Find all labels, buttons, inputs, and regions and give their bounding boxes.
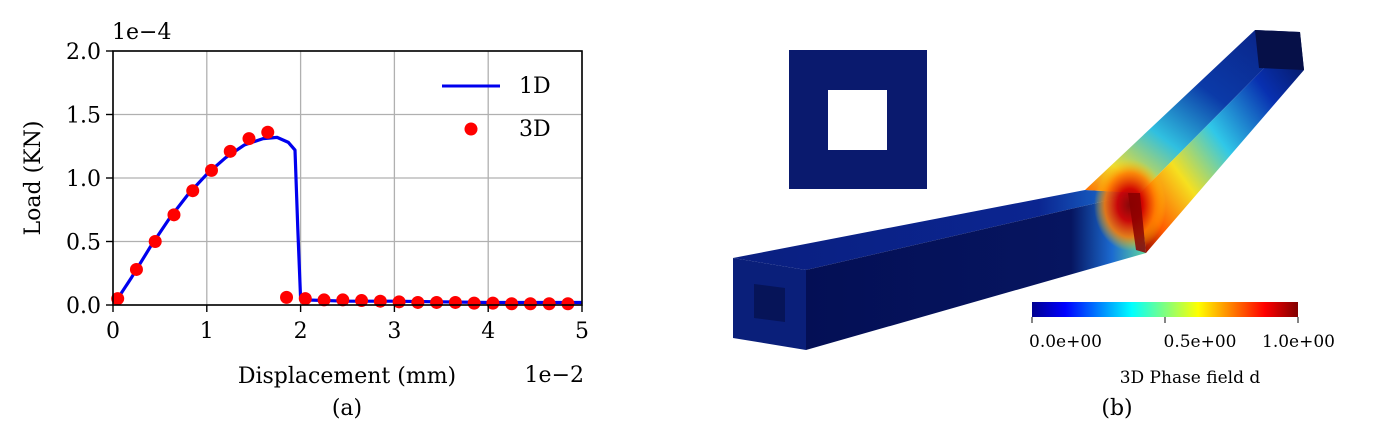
legend-3d-label: 3D bbox=[519, 117, 551, 142]
beam-end-hollow bbox=[754, 284, 785, 322]
series-3d-point bbox=[430, 295, 444, 309]
phase-field-render: 0.0e+00 0.5e+00 1.0e+00 3D Phase field d… bbox=[733, 30, 1335, 421]
colorbar-title: 3D Phase field d bbox=[1120, 368, 1261, 388]
colorbar-label-0: 0.0e+00 bbox=[1029, 332, 1102, 352]
caption-b: (b) bbox=[1101, 396, 1132, 421]
series-3d-point bbox=[486, 296, 500, 310]
series-3d-point bbox=[523, 297, 537, 311]
arm-end-face bbox=[1255, 30, 1304, 70]
beam-right-segment bbox=[1085, 30, 1304, 253]
kink-crack-band bbox=[1128, 193, 1146, 253]
cross-section-inset bbox=[789, 50, 927, 189]
y-tick-label: 0.5 bbox=[66, 231, 101, 256]
series-3d bbox=[111, 125, 575, 311]
series-3d-point bbox=[167, 208, 181, 222]
cross-section-hollow bbox=[828, 90, 887, 150]
series-3d-point bbox=[129, 262, 143, 276]
series-3d-point bbox=[242, 132, 256, 146]
beam-side-face bbox=[806, 193, 1146, 350]
series-3d-point bbox=[148, 235, 162, 248]
colorbar-label-1: 1.0e+00 bbox=[1262, 332, 1335, 352]
series-3d-point bbox=[317, 293, 331, 307]
y-axis-label: Load (KN) bbox=[21, 121, 46, 236]
legend: 1D 3D bbox=[442, 74, 551, 142]
series-3d-point bbox=[223, 144, 237, 158]
y-tick-label: 2.0 bbox=[66, 40, 101, 65]
series-1d bbox=[116, 135, 582, 305]
x-tick-label: 1 bbox=[200, 319, 214, 344]
x-tick-label: 3 bbox=[387, 319, 401, 344]
x-scale-label: 1e−2 bbox=[525, 363, 584, 388]
x-axis-label: Displacement (mm) bbox=[238, 364, 456, 389]
series-1d-line bbox=[116, 135, 582, 305]
axis-ticks bbox=[106, 50, 583, 312]
series-3d-point bbox=[355, 294, 369, 308]
y-tick-label: 0.0 bbox=[66, 294, 101, 319]
arm-side-face bbox=[1140, 32, 1304, 253]
x-tick-label: 4 bbox=[481, 319, 495, 344]
legend-3d-marker-swatch bbox=[464, 122, 478, 136]
series-3d-point bbox=[448, 295, 462, 309]
x-tick-label: 2 bbox=[294, 319, 308, 344]
x-tick-label: 5 bbox=[575, 319, 589, 344]
series-3d-point bbox=[411, 295, 425, 309]
series-3d-point bbox=[467, 296, 481, 310]
y-scale-label: 1e−4 bbox=[112, 20, 171, 45]
colorbar-gradient bbox=[1032, 302, 1298, 317]
series-3d-point bbox=[336, 293, 350, 307]
colorbar-label-05: 0.5e+00 bbox=[1164, 332, 1237, 352]
y-tick-label: 1.5 bbox=[66, 104, 101, 129]
series-3d-point bbox=[505, 297, 519, 311]
series-3d-point bbox=[261, 125, 275, 139]
chart-grid bbox=[112, 50, 583, 306]
x-tick-label: 0 bbox=[106, 319, 120, 344]
beam-top-face bbox=[733, 190, 1140, 270]
series-3d-point bbox=[561, 297, 575, 311]
legend-1d-label: 1D bbox=[519, 74, 551, 99]
load-displacement-chart: 0 1 2 3 4 5 0.0 0.5 1.0 1.5 2.0 1e−4 1e−2 Displace… bbox=[21, 20, 589, 421]
caption-a: (a) bbox=[332, 396, 362, 421]
series-3d-point bbox=[280, 290, 294, 304]
beam-left-segment bbox=[733, 190, 1146, 350]
arm-top-face bbox=[1085, 30, 1300, 193]
series-3d-point bbox=[204, 163, 218, 177]
y-tick-label: 1.0 bbox=[66, 167, 101, 192]
series-3d-point bbox=[111, 292, 125, 306]
tick-labels: 0 1 2 3 4 5 0.0 0.5 1.0 1.5 2.0 bbox=[66, 40, 589, 344]
series-3d-point bbox=[186, 184, 200, 198]
colorbar: 0.0e+00 0.5e+00 1.0e+00 3D Phase field d bbox=[1029, 302, 1335, 388]
series-3d-point bbox=[298, 292, 312, 306]
series-3d-point bbox=[542, 297, 556, 311]
